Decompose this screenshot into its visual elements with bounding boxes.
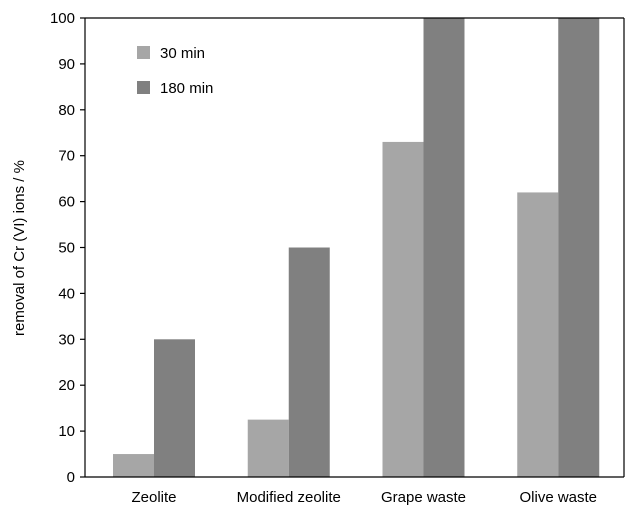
- bar-180-min-grape-waste: [423, 18, 465, 477]
- bar-30-min-grape-waste: [382, 141, 424, 477]
- legend-label: 30 min: [160, 45, 205, 62]
- legend-swatch: [137, 81, 150, 94]
- y-tick-label: 70: [58, 148, 75, 165]
- legend-swatch: [137, 46, 150, 59]
- bar-30-min-olive-waste: [517, 192, 559, 478]
- y-tick-label: 0: [67, 469, 75, 486]
- x-tick-label: Grape waste: [381, 489, 466, 506]
- bar-180-min-modified-zeolite: [288, 247, 330, 477]
- y-ticks-layer: 0 10 20 30 40 50 60 70 80 90 100: [50, 10, 85, 486]
- y-tick-label: 60: [58, 194, 75, 211]
- y-tick-label: 10: [58, 423, 75, 440]
- y-tick-label: 40: [58, 285, 75, 302]
- y-tick-label: 90: [58, 56, 75, 73]
- y-tick-label: 80: [58, 102, 75, 119]
- x-tick-label: Modified zeolite: [237, 489, 341, 506]
- bar-30-min-zeolite: [113, 454, 154, 477]
- y-tick-label: 100: [50, 10, 75, 27]
- x-labels-layer: Zeolite Modified zeolite Grape waste Olive …: [131, 489, 597, 506]
- x-tick-label: Olive waste: [519, 489, 597, 506]
- legend-label: 180 min: [160, 80, 213, 97]
- bar-180-min-zeolite: [154, 339, 195, 477]
- bar-30-min-modified-zeolite: [247, 419, 289, 477]
- bars-layer: [113, 18, 600, 478]
- y-tick-label: 30: [58, 331, 75, 348]
- y-tick-label: 50: [58, 240, 75, 257]
- y-axis-title: removal of Cr (VI) ions / %: [11, 160, 28, 336]
- legend: 30 min 180 min: [137, 45, 213, 97]
- bar-180-min-olive-waste: [558, 18, 600, 477]
- y-tick-label: 20: [58, 377, 75, 394]
- x-tick-label: Zeolite: [131, 489, 176, 506]
